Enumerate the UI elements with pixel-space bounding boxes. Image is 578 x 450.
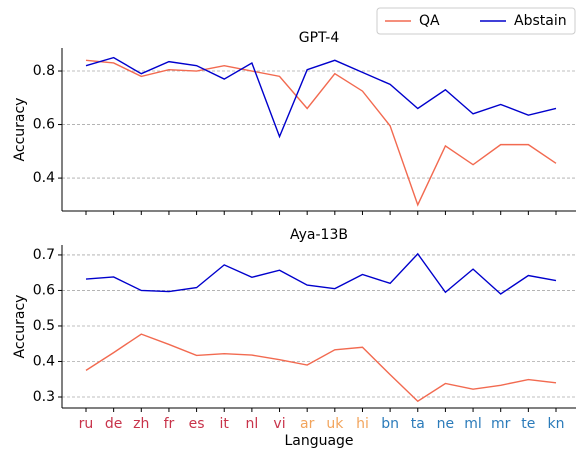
line-series: [85, 252, 557, 295]
y-tick-label: 0.3: [33, 389, 55, 405]
legend-label: QA: [419, 13, 440, 29]
x-tick-label: ru: [79, 416, 94, 432]
x-tick-label: de: [105, 416, 123, 432]
x-axis-label: Language: [284, 433, 353, 449]
x-tick-label: kn: [548, 416, 565, 432]
y-axis-label: Accuracy: [12, 98, 28, 162]
x-tick-label: mr: [491, 416, 511, 432]
line-series: [85, 333, 557, 403]
x-tick-label: uk: [326, 416, 344, 432]
line-series: [85, 56, 557, 139]
x-tick-label: nl: [245, 416, 258, 432]
x-tick-label: ml: [464, 416, 482, 432]
chart-title: GPT-4: [299, 30, 340, 46]
y-tick-label: 0.8: [33, 63, 55, 79]
y-tick-label: 0.6: [33, 117, 55, 133]
x-tick-label: fr: [164, 416, 175, 432]
x-tick-label: ar: [300, 416, 315, 432]
legend-box: [376, 7, 576, 35]
y-tick-label: 0.6: [33, 282, 55, 298]
legend-label: Abstain: [514, 13, 567, 29]
y-tick-label: 0.4: [33, 353, 55, 369]
x-tick-label: zh: [133, 416, 149, 432]
y-tick-label: 0.5: [33, 318, 55, 334]
y-axis-label: Accuracy: [12, 295, 28, 359]
x-tick-label: vi: [273, 416, 285, 432]
y-tick-label: 0.7: [33, 247, 55, 263]
x-tick-label: bn: [381, 416, 399, 432]
x-tick-label: it: [220, 416, 230, 432]
x-tick-label: te: [521, 416, 535, 432]
x-tick-label: ta: [411, 416, 425, 432]
x-tick-label: ne: [437, 416, 455, 432]
y-tick-label: 0.4: [33, 170, 55, 186]
line-series: [85, 59, 557, 207]
x-tick-label: es: [189, 416, 205, 432]
chart-title: Aya-13B: [290, 227, 348, 243]
x-tick-label: hi: [356, 416, 369, 432]
